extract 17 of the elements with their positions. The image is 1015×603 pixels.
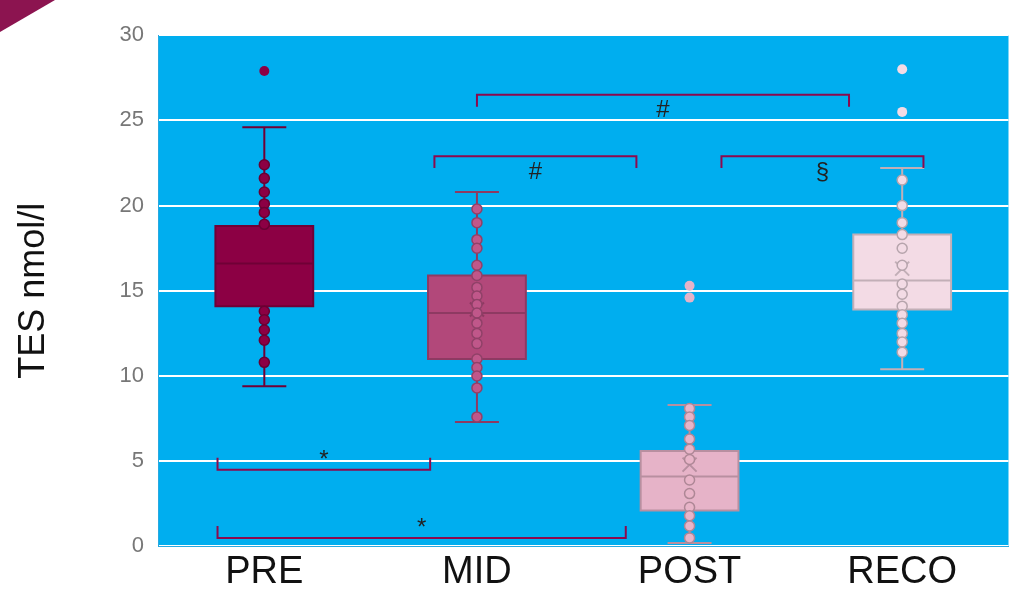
y-tick-label: 10 — [119, 362, 144, 388]
y-tick-label: 25 — [119, 106, 144, 132]
x-tick-label: MID — [442, 548, 512, 591]
annotation: * — [319, 444, 329, 472]
y-axis-title: TES nmol/l — [10, 202, 52, 379]
y-tick-label: 20 — [119, 191, 144, 217]
y-tick-label: 0 — [131, 532, 144, 558]
x-tick-label: RECO — [847, 548, 958, 591]
x-tick-label: PRE — [225, 548, 304, 591]
y-tick-label: 15 — [119, 276, 144, 302]
annotation: * — [416, 512, 427, 540]
y-tick-label: 30 — [119, 21, 144, 47]
annotation: # — [656, 95, 671, 123]
annotation: § — [815, 156, 830, 184]
x-tick-label: POST — [637, 548, 742, 591]
y-tick-label: 5 — [131, 447, 144, 473]
annotation: # — [528, 156, 543, 184]
